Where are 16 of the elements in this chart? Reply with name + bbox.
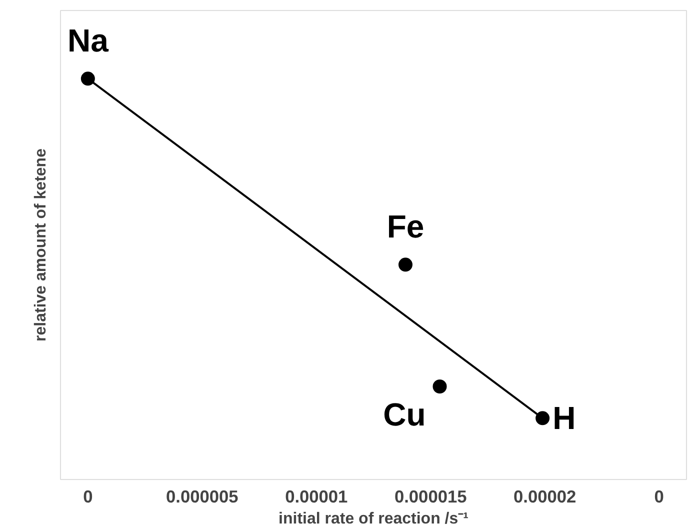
x-axis-title: initial rate of reaction /s⁻¹ (278, 510, 468, 528)
point (80, 72, 95, 86)
x-tick-label: 0 (83, 486, 93, 506)
x-tick-label: 0.000015 (394, 486, 468, 506)
point (398, 258, 412, 272)
point (432, 380, 447, 394)
annotation: Cu (383, 396, 426, 432)
point (536, 411, 550, 426)
x-tick-label: 0.000005 (166, 486, 239, 506)
x-tick-label: 0.00001 (285, 486, 348, 506)
annotation: Fe (386, 208, 424, 245)
annotation: Na (67, 22, 109, 59)
y-axis-title: relative amount of ketene (32, 148, 50, 342)
annotation: H (552, 400, 576, 436)
x-tick-label: 0.00002 (514, 486, 576, 506)
x-tick-label: 0 (654, 486, 664, 506)
